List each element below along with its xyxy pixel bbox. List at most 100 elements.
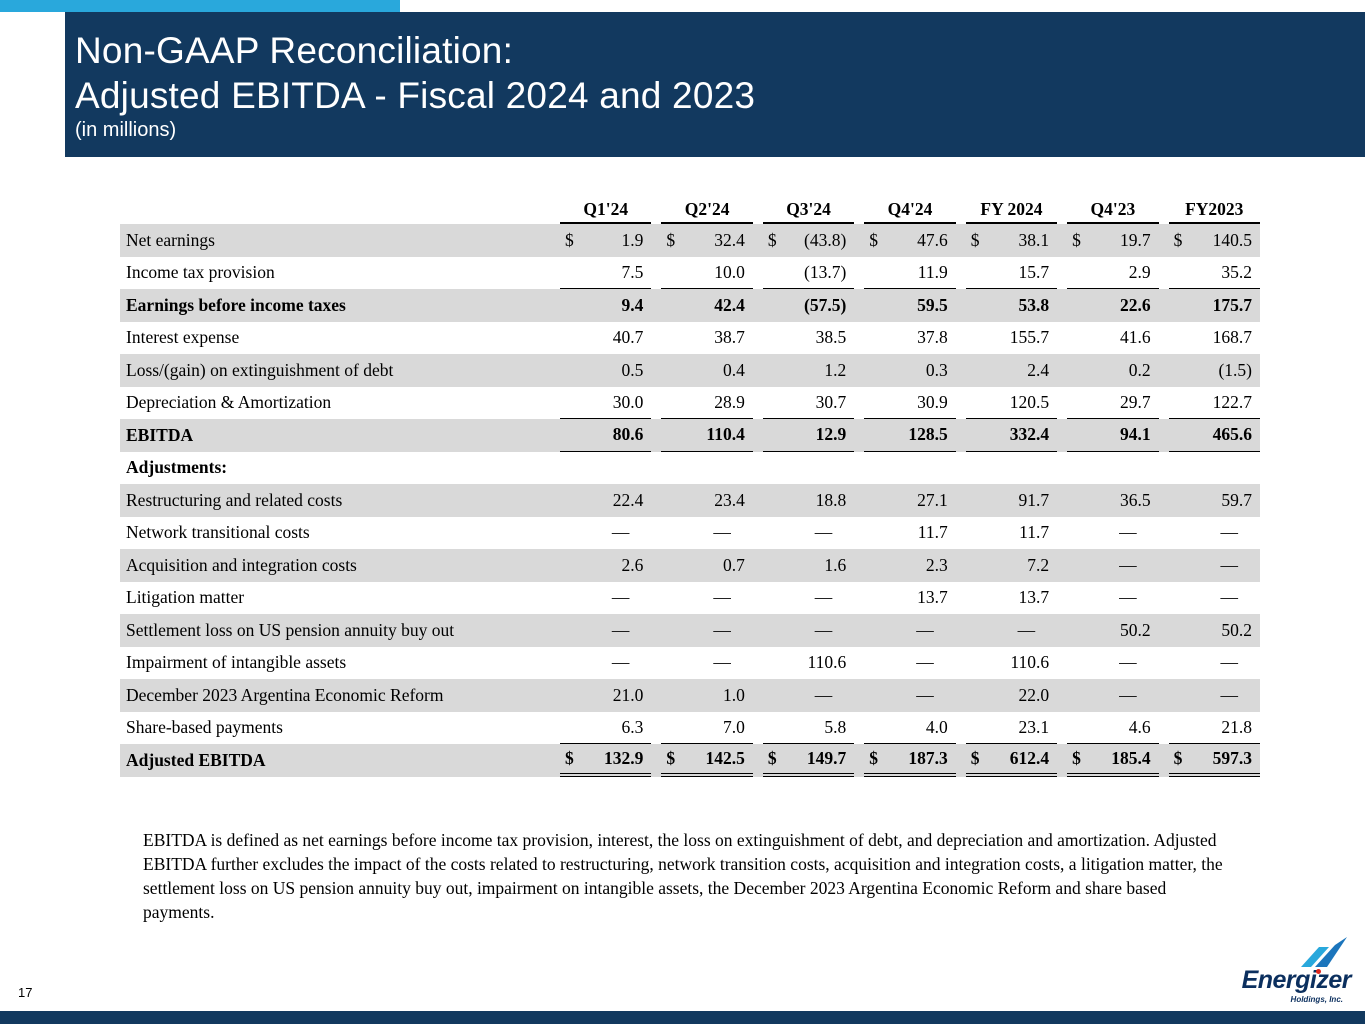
cell-number: 2.9 xyxy=(1128,261,1151,282)
cell-number: 175.7 xyxy=(1212,294,1252,315)
cell-value: 22.6 xyxy=(1067,289,1158,322)
cell-number: — xyxy=(1119,684,1137,705)
cell-number: — xyxy=(814,522,833,543)
cell-value: 50.2 xyxy=(1067,614,1158,647)
cell-value: 0.2 xyxy=(1067,354,1158,387)
top-accent-bar xyxy=(0,0,400,12)
cell-value: 13.7 xyxy=(864,582,955,615)
logo-brand-text: Energizer xyxy=(1241,966,1352,994)
cell-number: 53.8 xyxy=(1018,294,1050,315)
row-label: Adjustments: xyxy=(126,457,228,478)
cell-value: 4.0 xyxy=(864,712,956,744)
table-row: EBITDA 80.6 110.4 12.9 128.5 332.4 94.1 465.6 xyxy=(120,419,1260,452)
cell-value: $140.5 xyxy=(1169,224,1260,257)
cell-number: 23.1 xyxy=(1018,716,1050,737)
cell-value: 120.5 xyxy=(965,387,1058,419)
cell-number: 5.8 xyxy=(824,716,847,737)
cell-value: 59.5 xyxy=(864,289,955,322)
cell-value: 13.7 xyxy=(966,582,1057,615)
cell-value: 35.2 xyxy=(1168,257,1260,289)
cell-value: — xyxy=(1067,679,1158,712)
cell-value: — xyxy=(560,647,651,680)
cell-number: 11.7 xyxy=(917,522,948,543)
cell-value: 36.5 xyxy=(1067,484,1158,517)
cell-number: — xyxy=(1119,652,1137,673)
table-row: December 2023 Argentina Economic Reform 2… xyxy=(120,679,1260,712)
cell-value: — xyxy=(661,614,752,647)
cell-number: 13.7 xyxy=(917,587,948,608)
cell-value: — xyxy=(864,679,955,712)
cell-value xyxy=(864,452,955,485)
cell-value: 122.7 xyxy=(1168,387,1260,419)
cell-value: $132.9 xyxy=(560,744,652,777)
cell-number: 36.5 xyxy=(1119,489,1151,510)
cell-number: 91.7 xyxy=(1018,489,1050,510)
cell-value: 28.9 xyxy=(661,387,753,419)
cell-value: — xyxy=(661,517,752,550)
cell-number: — xyxy=(713,619,731,640)
cell-value: — xyxy=(560,614,651,647)
cell-number: 80.6 xyxy=(612,424,644,445)
cell-value: 53.8 xyxy=(966,289,1057,322)
cell-value: 0.3 xyxy=(864,354,955,387)
cell-number: — xyxy=(1220,684,1239,705)
title-banner: Non-GAAP Reconciliation: Adjusted EBITDA… xyxy=(65,12,1365,157)
cell-value: 59.7 xyxy=(1169,484,1260,517)
cell-number: 597.3 xyxy=(1212,747,1252,768)
cell-value: 1.2 xyxy=(763,354,854,387)
cell-value: 18.8 xyxy=(763,484,854,517)
cell-number: 38.7 xyxy=(714,327,745,348)
cell-number: — xyxy=(916,652,934,673)
row-label: Impairment of intangible assets xyxy=(126,652,347,673)
cell-number: 110.4 xyxy=(706,424,745,445)
cell-number: — xyxy=(713,587,731,608)
cell-value: 168.7 xyxy=(1169,322,1260,355)
cell-value: 94.1 xyxy=(1067,419,1159,452)
table-row: Share-based payments 6.3 7.0 5.8 4.0 23.1 4.6 2… xyxy=(120,712,1260,744)
cell-number: 40.7 xyxy=(612,327,644,348)
cell-number: (43.8) xyxy=(804,229,847,250)
cell-number: 22.0 xyxy=(1018,684,1050,705)
cell-number: — xyxy=(1220,652,1239,673)
column-header: Q2'24 xyxy=(661,194,753,224)
cell-value: 11.7 xyxy=(966,517,1057,550)
cell-value: 22.4 xyxy=(560,484,651,517)
row-label: Adjusted EBITDA xyxy=(126,749,266,770)
cell-number: 30.9 xyxy=(917,391,948,412)
dollar-sign: $ xyxy=(666,229,676,250)
logo-wordmark: Energizer xyxy=(1241,966,1352,994)
row-label: Income tax provision xyxy=(126,262,275,283)
cell-number: — xyxy=(814,587,833,608)
row-label: Depreciation & Amortization xyxy=(126,392,332,413)
cell-value: — xyxy=(966,614,1057,647)
cell-value: 0.4 xyxy=(661,354,752,387)
cell-value: 7.5 xyxy=(560,257,652,289)
cell-value: — xyxy=(1169,549,1260,582)
cell-number: 22.6 xyxy=(1119,294,1151,315)
cell-value: 37.8 xyxy=(864,322,955,355)
cell-value: — xyxy=(1067,549,1158,582)
cell-value: 29.7 xyxy=(1067,387,1159,419)
cell-value: 2.3 xyxy=(864,549,955,582)
cell-value: 0.7 xyxy=(661,549,752,582)
cell-value: — xyxy=(1169,517,1260,550)
cell-value: 2.4 xyxy=(966,354,1057,387)
cell-value: — xyxy=(763,614,854,647)
cell-value: $612.4 xyxy=(965,744,1058,777)
cell-value: 128.5 xyxy=(864,419,956,452)
cell-value: 155.7 xyxy=(966,322,1057,355)
cell-number: 0.3 xyxy=(925,359,948,380)
cell-value xyxy=(661,452,752,485)
cell-number: 142.5 xyxy=(705,747,745,768)
bottom-accent-bar xyxy=(0,1011,1365,1024)
cell-value: 80.6 xyxy=(560,419,652,452)
cell-number: 35.2 xyxy=(1221,261,1252,282)
cell-value: — xyxy=(661,582,752,615)
table-row: Settlement loss on US pension annuity bu… xyxy=(120,614,1260,647)
cell-value: — xyxy=(560,582,651,615)
cell-value: — xyxy=(560,517,651,550)
cell-number: 7.2 xyxy=(1027,554,1050,575)
cell-number: (13.7) xyxy=(804,261,847,282)
cell-value: $597.3 xyxy=(1168,744,1260,777)
column-header: Q1'24 xyxy=(560,194,652,224)
